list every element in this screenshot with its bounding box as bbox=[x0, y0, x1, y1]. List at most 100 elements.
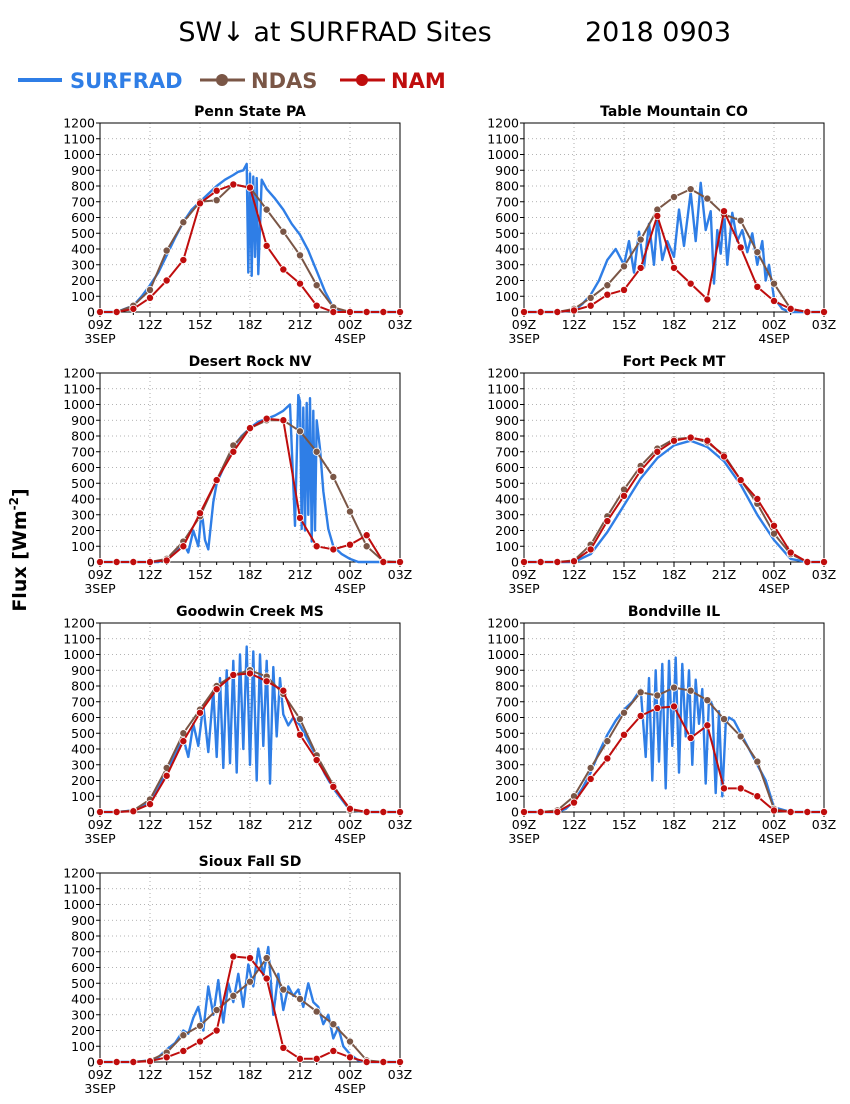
y-tick-label: 600 bbox=[71, 710, 95, 725]
x-tick-label: 03Z bbox=[388, 567, 412, 582]
legend-marker-nam bbox=[356, 74, 368, 86]
series-point-ndas bbox=[770, 529, 779, 538]
x-tick-label: 09Z bbox=[512, 317, 536, 332]
series-point-nam bbox=[379, 1058, 388, 1067]
x-tick-label: 00Z bbox=[338, 817, 362, 832]
series-point-nam bbox=[96, 1058, 105, 1067]
y-tick-label: 1200 bbox=[487, 366, 519, 381]
series-point-ndas bbox=[345, 1037, 354, 1046]
y-tick-label: 200 bbox=[71, 1023, 95, 1038]
y-tick-label: 200 bbox=[71, 273, 95, 288]
series-point-ndas bbox=[262, 954, 271, 963]
x-tick-label: 00Z bbox=[762, 317, 786, 332]
series-point-nam bbox=[770, 296, 779, 305]
panel-title: Penn State PA bbox=[194, 104, 306, 120]
series-point-nam bbox=[279, 416, 288, 425]
legend-marker-ndas bbox=[216, 74, 228, 86]
panel-title: Fort Peck MT bbox=[623, 354, 726, 370]
x-day-label: 3SEP bbox=[84, 831, 116, 846]
x-tick-label: 15Z bbox=[188, 1067, 212, 1082]
y-tick-label: 800 bbox=[495, 679, 519, 694]
y-tick-label: 400 bbox=[495, 492, 519, 507]
y-tick-label: 400 bbox=[71, 492, 95, 507]
series-point-nam bbox=[520, 558, 529, 567]
y-tick-label: 600 bbox=[71, 960, 95, 975]
y-tick-label: 1100 bbox=[487, 631, 519, 646]
series-point-nam bbox=[553, 307, 562, 316]
series-point-ndas bbox=[686, 185, 695, 194]
x-tick-label: 00Z bbox=[762, 567, 786, 582]
x-day-label: 4SEP bbox=[758, 331, 790, 346]
series-point-nam bbox=[329, 545, 338, 554]
legend-label-nam: NAM bbox=[391, 69, 446, 93]
series-point-ndas bbox=[620, 262, 629, 271]
panel-5: Bondville IL 0100200300400500600700800900… bbox=[487, 604, 836, 846]
series-point-ndas bbox=[345, 507, 354, 516]
series-point-nam bbox=[395, 307, 404, 316]
series-point-nam bbox=[179, 256, 188, 265]
series-line-surfrad bbox=[100, 393, 400, 564]
series-point-nam bbox=[179, 542, 188, 551]
series-point-ndas bbox=[329, 1020, 338, 1029]
series-point-nam bbox=[770, 521, 779, 530]
series-point-nam bbox=[586, 301, 595, 310]
series-point-nam bbox=[295, 730, 304, 739]
y-tick-label: 1000 bbox=[487, 147, 519, 162]
series-line-surfrad bbox=[100, 162, 400, 314]
series-point-nam bbox=[786, 548, 795, 557]
x-tick-label: 03Z bbox=[812, 567, 836, 582]
series-point-nam bbox=[312, 756, 321, 765]
x-tick-label: 00Z bbox=[338, 1067, 362, 1082]
y-tick-label: 1000 bbox=[63, 647, 95, 662]
series-point-nam bbox=[262, 974, 271, 983]
y-tick-label: 700 bbox=[495, 694, 519, 709]
panel-title: Sioux Fall SD bbox=[199, 854, 302, 870]
series-point-nam bbox=[162, 276, 171, 285]
series-point-ndas bbox=[312, 1007, 321, 1016]
y-tick-label: 1000 bbox=[487, 397, 519, 412]
x-tick-label: 12Z bbox=[562, 817, 586, 832]
series-point-ndas bbox=[179, 1031, 188, 1040]
y-tick-label: 300 bbox=[71, 1007, 95, 1022]
series-point-nam bbox=[786, 808, 795, 817]
x-day-label: 3SEP bbox=[84, 331, 116, 346]
y-tick-label: 900 bbox=[495, 413, 519, 428]
panel-title: Goodwin Creek MS bbox=[176, 604, 324, 620]
page-title: SW↓ at SURFRAD Sites bbox=[178, 17, 491, 48]
series-point-nam bbox=[229, 447, 238, 456]
legend: SURFRAD NDAS NAM bbox=[18, 69, 446, 93]
legend-label-ndas: NDAS bbox=[251, 69, 317, 93]
y-tick-label: 1100 bbox=[487, 381, 519, 396]
series-point-nam bbox=[736, 476, 745, 485]
series-point-nam bbox=[229, 670, 238, 679]
x-tick-label: 03Z bbox=[388, 817, 412, 832]
x-tick-label: 09Z bbox=[88, 817, 112, 832]
series-point-ndas bbox=[686, 686, 695, 695]
series-point-nam bbox=[162, 771, 171, 780]
y-tick-label: 600 bbox=[71, 460, 95, 475]
series-point-nam bbox=[212, 476, 221, 485]
y-tick-label: 900 bbox=[495, 163, 519, 178]
series-point-nam bbox=[312, 542, 321, 551]
series-point-nam bbox=[362, 531, 371, 540]
x-day-label: 4SEP bbox=[334, 831, 366, 846]
y-axis-label-sup: -2 bbox=[7, 497, 21, 510]
x-tick-label: 03Z bbox=[812, 817, 836, 832]
x-tick-label: 00Z bbox=[762, 817, 786, 832]
series-point-nam bbox=[362, 1058, 371, 1067]
y-tick-label: 1200 bbox=[63, 616, 95, 631]
y-tick-label: 800 bbox=[71, 429, 95, 444]
series-point-nam bbox=[720, 452, 729, 461]
series-point-nam bbox=[195, 199, 204, 208]
series-point-ndas bbox=[603, 737, 612, 746]
x-tick-label: 18Z bbox=[662, 317, 686, 332]
series-point-ndas bbox=[753, 757, 762, 766]
y-tick-label: 0 bbox=[511, 555, 519, 570]
y-tick-label: 1000 bbox=[487, 647, 519, 662]
series-point-nam bbox=[279, 686, 288, 695]
series-point-nam bbox=[212, 186, 221, 195]
y-tick-label: 500 bbox=[495, 226, 519, 241]
x-tick-label: 15Z bbox=[188, 567, 212, 582]
series-point-ndas bbox=[279, 227, 288, 236]
y-tick-label: 400 bbox=[71, 742, 95, 757]
